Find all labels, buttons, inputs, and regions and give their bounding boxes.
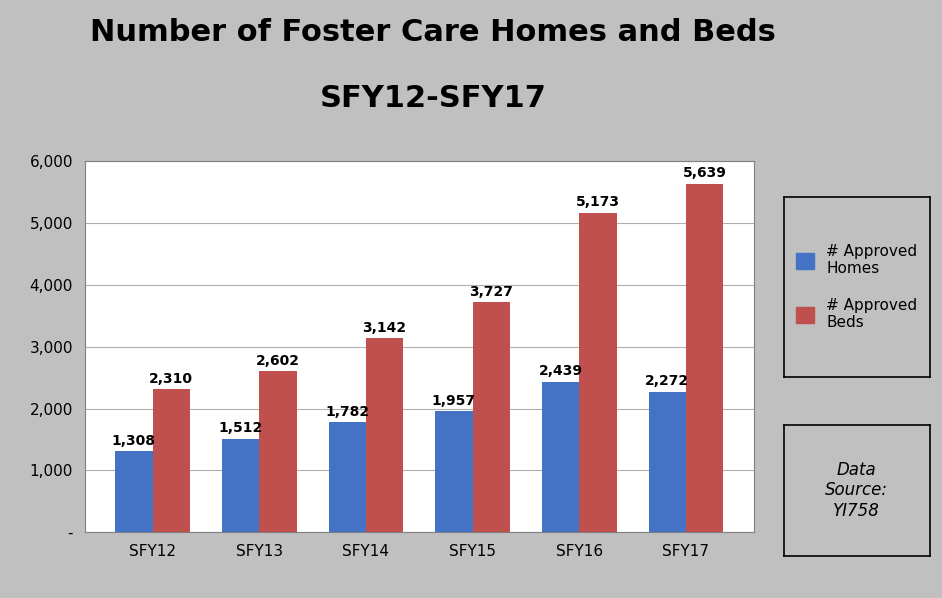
Bar bbox=[365, 338, 403, 532]
Text: 1,512: 1,512 bbox=[219, 422, 263, 435]
Bar bbox=[435, 411, 473, 532]
Text: 5,173: 5,173 bbox=[576, 195, 620, 209]
Text: 5,639: 5,639 bbox=[683, 166, 726, 181]
Bar bbox=[686, 184, 723, 532]
Text: 1,308: 1,308 bbox=[112, 434, 155, 448]
Text: 3,727: 3,727 bbox=[469, 285, 513, 298]
Text: 2,272: 2,272 bbox=[645, 374, 690, 389]
Text: 2,310: 2,310 bbox=[149, 372, 193, 386]
Bar bbox=[579, 212, 616, 532]
Text: Data
Source:
YI758: Data Source: YI758 bbox=[825, 460, 888, 520]
Bar bbox=[222, 439, 259, 532]
Text: 3,142: 3,142 bbox=[363, 321, 407, 335]
Text: SFY12-SFY17: SFY12-SFY17 bbox=[320, 84, 546, 112]
Bar bbox=[329, 422, 365, 532]
Bar bbox=[473, 302, 510, 532]
Text: Number of Foster Care Homes and Beds: Number of Foster Care Homes and Beds bbox=[90, 18, 776, 47]
Bar bbox=[648, 392, 686, 532]
Legend: # Approved
Homes, # Approved
Beds: # Approved Homes, # Approved Beds bbox=[788, 236, 925, 338]
Bar bbox=[115, 451, 153, 532]
Bar bbox=[259, 371, 297, 532]
Bar bbox=[542, 382, 579, 532]
Text: 1,957: 1,957 bbox=[431, 394, 476, 408]
Bar bbox=[153, 389, 190, 532]
Text: 2,602: 2,602 bbox=[256, 354, 300, 368]
Text: 1,782: 1,782 bbox=[325, 405, 369, 419]
Text: 2,439: 2,439 bbox=[539, 364, 582, 378]
